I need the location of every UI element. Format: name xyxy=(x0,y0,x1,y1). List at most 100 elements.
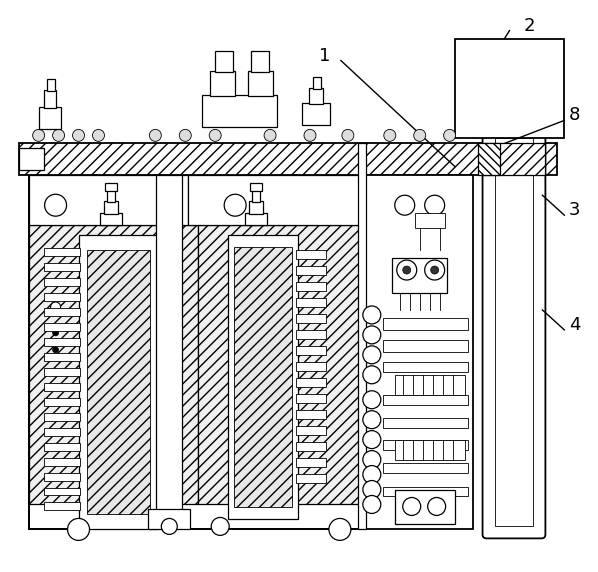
Circle shape xyxy=(53,330,59,336)
Circle shape xyxy=(363,451,381,468)
Bar xyxy=(100,213,123,225)
Bar xyxy=(249,201,263,214)
Bar xyxy=(234,247,292,507)
Bar xyxy=(296,346,326,355)
Circle shape xyxy=(363,431,381,448)
Bar xyxy=(296,282,326,291)
Bar xyxy=(296,266,326,275)
Bar xyxy=(188,175,363,225)
Bar xyxy=(44,443,80,451)
Bar xyxy=(358,144,366,530)
Bar xyxy=(44,472,80,480)
Bar xyxy=(248,70,273,97)
Circle shape xyxy=(45,194,66,216)
Bar xyxy=(29,225,199,505)
Bar xyxy=(395,490,454,525)
Bar xyxy=(363,175,472,530)
Circle shape xyxy=(396,260,417,280)
Circle shape xyxy=(363,411,381,428)
Bar xyxy=(252,190,260,202)
Bar xyxy=(392,258,447,293)
Circle shape xyxy=(68,518,90,541)
Circle shape xyxy=(179,129,191,141)
Bar xyxy=(481,144,545,175)
Bar xyxy=(29,175,188,225)
Text: 2: 2 xyxy=(524,17,535,35)
Bar xyxy=(383,340,468,352)
Bar xyxy=(44,502,80,510)
Text: 8: 8 xyxy=(569,106,580,125)
Circle shape xyxy=(444,129,456,141)
Circle shape xyxy=(425,260,445,280)
Circle shape xyxy=(402,266,411,274)
Bar xyxy=(44,278,80,286)
Bar xyxy=(296,394,326,403)
Bar xyxy=(495,138,533,526)
Bar xyxy=(296,458,326,467)
Bar xyxy=(296,298,326,307)
Bar xyxy=(199,225,363,505)
Bar xyxy=(105,201,118,214)
Circle shape xyxy=(211,518,229,535)
Circle shape xyxy=(363,326,381,344)
Bar xyxy=(251,50,269,72)
Bar xyxy=(478,144,499,175)
Bar xyxy=(296,250,326,259)
Bar xyxy=(44,338,80,346)
Circle shape xyxy=(363,306,381,324)
Bar xyxy=(296,330,326,339)
Circle shape xyxy=(72,129,84,141)
Bar xyxy=(44,263,80,271)
Bar xyxy=(202,96,277,128)
Circle shape xyxy=(161,518,177,534)
Bar xyxy=(395,375,465,395)
Circle shape xyxy=(431,266,439,274)
Bar xyxy=(215,50,233,72)
Bar xyxy=(296,426,326,435)
Bar xyxy=(148,510,190,530)
Circle shape xyxy=(33,129,45,141)
Bar xyxy=(395,440,465,459)
Bar xyxy=(105,183,117,191)
Circle shape xyxy=(402,498,421,515)
Circle shape xyxy=(53,347,59,353)
Bar xyxy=(44,293,80,301)
Bar xyxy=(44,353,80,361)
Bar xyxy=(39,108,60,129)
Bar xyxy=(44,248,80,256)
Circle shape xyxy=(363,391,381,409)
Circle shape xyxy=(304,129,316,141)
Bar xyxy=(44,308,80,316)
Circle shape xyxy=(264,129,276,141)
Circle shape xyxy=(224,194,246,216)
Bar xyxy=(47,78,54,92)
Bar xyxy=(44,428,80,436)
Bar xyxy=(44,487,80,495)
Bar xyxy=(87,250,150,514)
Bar xyxy=(228,235,298,519)
Circle shape xyxy=(425,195,445,215)
Circle shape xyxy=(384,129,396,141)
Text: 3: 3 xyxy=(569,201,580,219)
Bar xyxy=(44,323,80,331)
Circle shape xyxy=(363,495,381,514)
Bar xyxy=(296,314,326,323)
Bar xyxy=(19,144,557,175)
Bar xyxy=(383,440,468,450)
Bar xyxy=(29,175,363,530)
Bar xyxy=(309,89,323,105)
FancyBboxPatch shape xyxy=(483,126,545,538)
Text: 1: 1 xyxy=(319,46,331,65)
Bar xyxy=(44,458,80,466)
Circle shape xyxy=(329,518,351,541)
Bar xyxy=(296,362,326,371)
Circle shape xyxy=(363,366,381,384)
Bar xyxy=(78,235,158,530)
Bar xyxy=(44,90,56,109)
Bar xyxy=(302,104,330,125)
Bar xyxy=(383,318,468,330)
Bar xyxy=(383,463,468,472)
Bar xyxy=(29,175,363,530)
Circle shape xyxy=(93,129,105,141)
Circle shape xyxy=(209,129,221,141)
